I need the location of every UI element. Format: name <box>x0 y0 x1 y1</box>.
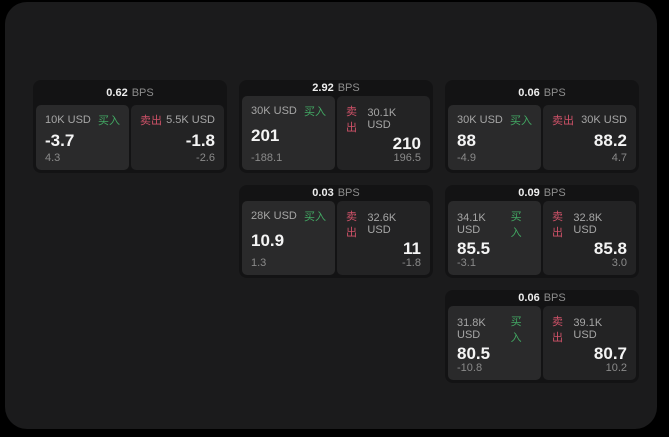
quote-panels: 31.8K USD 买入 80.5 -10.8 卖出 39.1K USD 80.… <box>448 306 636 380</box>
buy-delta: -188.1 <box>251 152 283 164</box>
buy-amount: 10K USD <box>45 114 91 126</box>
card-header: 2.92 BPS <box>242 80 430 96</box>
buy-panel[interactable]: 30K USD 买入 201 -188.1 <box>242 96 335 170</box>
buy-side-label: 买入 <box>304 211 326 223</box>
spread-bps-value: 0.62 <box>106 86 128 99</box>
sell-delta: -2.6 <box>196 152 215 164</box>
sell-panel[interactable]: 卖出 5.5K USD -1.8 -2.6 <box>131 105 224 170</box>
buy-price: 88 <box>457 130 476 150</box>
buy-panel[interactable]: 34.1K USD 买入 85.5 -3.1 <box>448 201 541 275</box>
sell-amount: 32.6K USD <box>367 212 397 236</box>
quote-card: 0.06 BPS 30K USD 买入 88 -4.9 卖出 30K USD <box>445 80 639 173</box>
buy-amount: 30K USD <box>251 105 297 117</box>
bps-unit-label: BPS <box>543 292 566 304</box>
bps-unit-label: BPS <box>131 86 154 99</box>
buy-amount: 28K USD <box>251 210 297 222</box>
buy-amount: 34.1K USD <box>457 212 486 236</box>
card-header: 0.06 BPS <box>448 290 636 306</box>
sell-amount: 39.1K USD <box>573 317 603 341</box>
quote-panels: 30K USD 买入 88 -4.9 卖出 30K USD 88.2 4.7 <box>448 105 636 170</box>
spread-bps-value: 0.06 <box>518 86 540 99</box>
buy-delta: -3.1 <box>457 257 476 269</box>
bps-unit-label: BPS <box>543 86 566 99</box>
buy-delta: 4.3 <box>45 152 61 164</box>
quote-card: 0.09 BPS 34.1K USD 买入 85.5 -3.1 卖出 32.8K… <box>445 185 639 278</box>
quote-card: 0.62 BPS 10K USD 买入 -3.7 4.3 卖出 5.5K USD <box>33 80 227 173</box>
sell-delta: 3.0 <box>611 257 627 269</box>
sell-panel[interactable]: 卖出 32.6K USD 11 -1.8 <box>337 201 430 275</box>
buy-panel[interactable]: 10K USD 买入 -3.7 4.3 <box>36 105 129 170</box>
buy-amount: 31.8K USD <box>457 317 486 341</box>
sell-delta: 10.2 <box>605 362 627 374</box>
app-surface: 0.62 BPS 10K USD 买入 -3.7 4.3 卖出 5.5K USD <box>5 2 657 429</box>
spread-bps-value: 0.06 <box>518 292 540 304</box>
sell-side-label: 卖出 <box>552 115 574 127</box>
buy-panel[interactable]: 31.8K USD 买入 80.5 -10.8 <box>448 306 541 380</box>
quote-panels: 30K USD 买入 201 -188.1 卖出 30.1K USD 210 1… <box>242 96 430 170</box>
card-header: 0.03 BPS <box>242 185 430 201</box>
buy-side-label: 买入 <box>304 106 326 118</box>
buy-delta: -10.8 <box>457 362 483 374</box>
sell-price: 80.7 <box>593 344 627 363</box>
bps-unit-label: BPS <box>337 82 360 94</box>
buy-side-label: 买入 <box>510 211 522 239</box>
sell-panel[interactable]: 卖出 30.1K USD 210 196.5 <box>337 96 430 170</box>
card-header: 0.62 BPS <box>36 80 224 105</box>
buy-price: 80.5 <box>457 344 491 363</box>
buy-side-label: 买入 <box>510 115 532 127</box>
sell-panel[interactable]: 卖出 39.1K USD 80.7 10.2 <box>543 306 636 380</box>
sell-price: 11 <box>403 239 421 258</box>
spread-bps-value: 0.09 <box>518 187 540 199</box>
bps-unit-label: BPS <box>337 187 360 199</box>
buy-price: 10.9 <box>251 231 285 250</box>
buy-amount: 30K USD <box>457 114 503 126</box>
sell-side-label: 卖出 <box>346 106 357 134</box>
buy-delta: 1.3 <box>251 257 267 269</box>
buy-delta: -4.9 <box>457 152 476 164</box>
quote-panels: 10K USD 买入 -3.7 4.3 卖出 5.5K USD -1.8 -2.… <box>36 105 224 170</box>
sell-side-label: 卖出 <box>552 316 563 344</box>
quote-card: 2.92 BPS 30K USD 买入 201 -188.1 卖出 30.1K … <box>239 80 433 173</box>
spread-bps-value: 0.03 <box>312 187 334 199</box>
sell-delta: -1.8 <box>402 257 421 269</box>
sell-side-label: 卖出 <box>346 211 357 239</box>
sell-amount: 30K USD <box>581 114 627 126</box>
sell-price: 85.8 <box>593 239 627 258</box>
sell-delta: 4.7 <box>611 152 627 164</box>
spread-bps-value: 2.92 <box>312 82 334 94</box>
sell-panel[interactable]: 卖出 30K USD 88.2 4.7 <box>543 105 636 170</box>
quote-panels: 28K USD 买入 10.9 1.3 卖出 32.6K USD 11 -1.8 <box>242 201 430 275</box>
sell-amount: 5.5K USD <box>166 114 215 126</box>
bps-unit-label: BPS <box>543 187 566 199</box>
buy-price: -3.7 <box>45 130 75 150</box>
card-header: 0.06 BPS <box>448 80 636 105</box>
quote-panels: 34.1K USD 买入 85.5 -3.1 卖出 32.8K USD 85.8… <box>448 201 636 275</box>
buy-panel[interactable]: 30K USD 买入 88 -4.9 <box>448 105 541 170</box>
sell-side-label: 卖出 <box>140 115 162 127</box>
sell-panel[interactable]: 卖出 32.8K USD 85.8 3.0 <box>543 201 636 275</box>
quote-card: 0.03 BPS 28K USD 买入 10.9 1.3 卖出 32.6K US… <box>239 185 433 278</box>
buy-panel[interactable]: 28K USD 买入 10.9 1.3 <box>242 201 335 275</box>
sell-price: 210 <box>392 134 421 153</box>
buy-price: 85.5 <box>457 239 491 258</box>
buy-side-label: 买入 <box>510 316 522 344</box>
sell-amount: 32.8K USD <box>573 212 603 236</box>
sell-delta: 196.5 <box>393 152 421 164</box>
sell-price: 88.2 <box>593 130 627 150</box>
buy-price: 201 <box>251 126 280 145</box>
quote-card: 0.06 BPS 31.8K USD 买入 80.5 -10.8 卖出 39.1… <box>445 290 639 383</box>
buy-side-label: 买入 <box>98 115 120 127</box>
quote-card-grid: 0.62 BPS 10K USD 买入 -3.7 4.3 卖出 5.5K USD <box>33 80 639 383</box>
sell-amount: 30.1K USD <box>367 107 397 131</box>
sell-side-label: 卖出 <box>552 211 563 239</box>
sell-price: -1.8 <box>185 130 215 150</box>
card-header: 0.09 BPS <box>448 185 636 201</box>
